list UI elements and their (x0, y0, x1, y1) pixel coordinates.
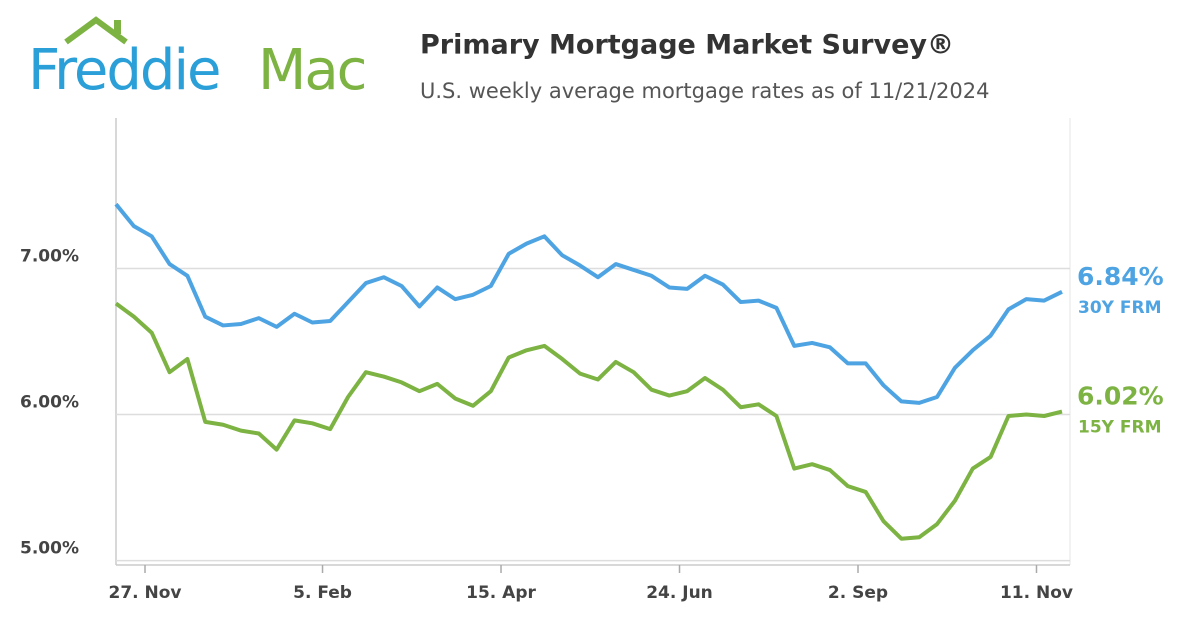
series-name: 15Y FRM (1078, 418, 1162, 438)
x-tick-label: 27. Nov (108, 583, 181, 603)
logo-freddie: Freddie (28, 38, 220, 103)
x-tick-label: 5. Feb (293, 583, 352, 603)
y-tick-label: 7.00% (20, 246, 79, 266)
y-tick-label: 6.00% (20, 393, 79, 413)
logo-mac: Mac (258, 38, 365, 103)
end-value-label: 6.02% (1077, 382, 1164, 411)
y-tick-label: 5.00% (20, 539, 79, 559)
chart-title: Primary Mortgage Market Survey® (420, 30, 954, 61)
x-tick-label: 15. Apr (466, 583, 536, 603)
series-name: 30Y FRM (1078, 298, 1162, 318)
logo-roof (64, 16, 128, 45)
x-tick-label: 24. Jun (646, 583, 713, 603)
series-line (114, 202, 1063, 405)
x-tick-label: 2. Sep (828, 583, 888, 603)
x-tick-label: 11. Nov (1000, 583, 1073, 603)
logo-chimney (114, 20, 121, 34)
chart-subtitle: U.S. weekly average mortgage rates as of… (420, 79, 990, 103)
end-value-label: 6.84% (1077, 262, 1164, 291)
series-line (114, 301, 1063, 541)
